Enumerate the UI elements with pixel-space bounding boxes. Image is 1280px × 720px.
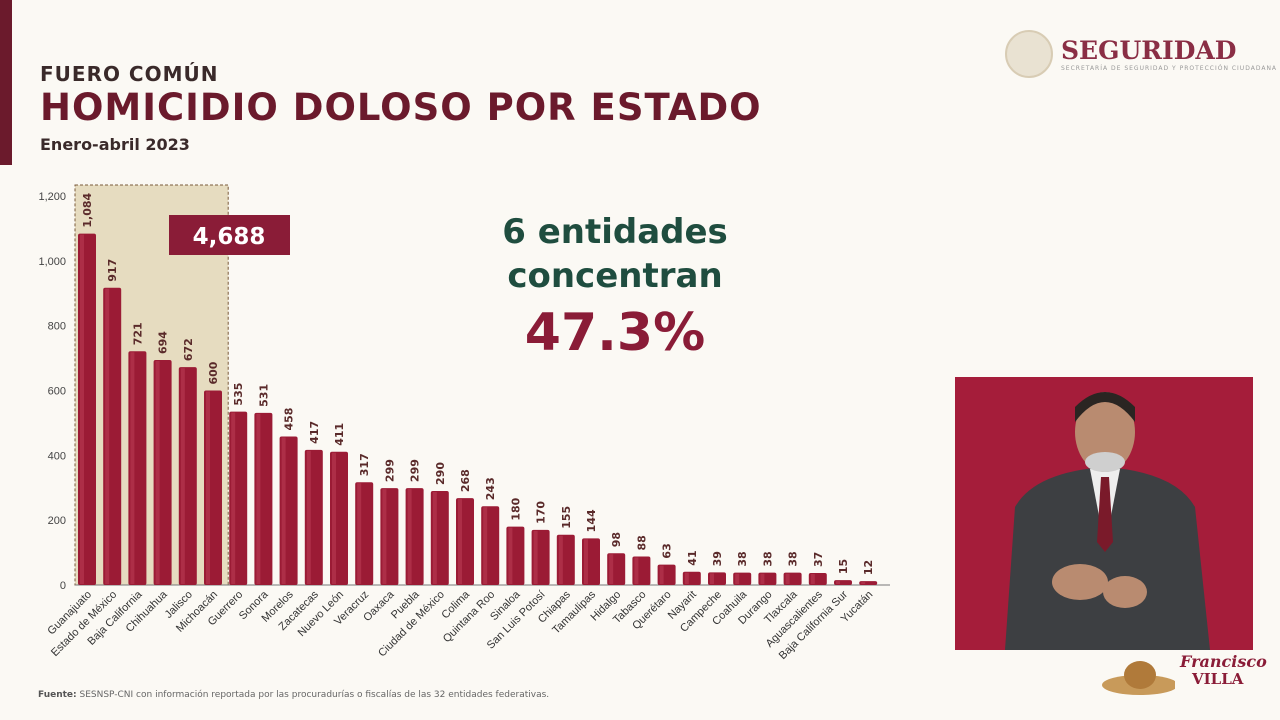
bar-shine [458, 499, 462, 584]
total-box [169, 215, 290, 255]
data-label: 39 [711, 551, 724, 566]
data-label: 63 [661, 543, 674, 558]
bar-shine [256, 413, 261, 584]
accent-bar [0, 0, 12, 165]
bar-shine [836, 581, 840, 584]
period: Enero-abril 2023 [40, 135, 190, 154]
bar-shine [332, 452, 336, 584]
francisco-villa-logo [1095, 650, 1265, 710]
bar-shine [180, 368, 185, 584]
bar-shine [357, 483, 362, 584]
total-label: 4,688 [193, 224, 266, 250]
bar-shine [584, 539, 588, 584]
y-tick-label: 800 [48, 321, 66, 333]
y-tick-label: 600 [48, 386, 66, 398]
bar-shine [508, 527, 513, 584]
data-label: 15 [837, 559, 850, 574]
bar-shine [533, 530, 538, 584]
data-label: 37 [812, 552, 825, 567]
callout-text: 6 entidades concentran [470, 210, 760, 298]
bar-shine [483, 507, 488, 584]
bar-shine [306, 450, 311, 584]
data-label: 268 [459, 469, 472, 492]
branding-line1: Francisco [1180, 652, 1267, 671]
y-tick-label: 200 [48, 515, 66, 527]
kicker: FUERO COMÚN [40, 62, 219, 86]
data-label: 531 [257, 384, 270, 407]
data-label: 38 [761, 551, 774, 566]
bar-shine [634, 557, 639, 584]
bar-shine [80, 234, 84, 584]
data-label: 600 [207, 361, 220, 384]
data-label: 88 [635, 535, 648, 550]
data-label: 694 [157, 331, 170, 354]
bar-shine [609, 554, 614, 584]
source-label: Fuente: [38, 690, 77, 700]
villa-hat-icon [1102, 661, 1178, 695]
bar-shine [407, 489, 412, 584]
logo-name: SEGURIDAD [1061, 36, 1237, 65]
y-tick-label: 0 [60, 580, 66, 592]
y-tick-label: 400 [48, 450, 66, 462]
data-label: 144 [585, 509, 598, 532]
seguridad-logo: SEGURIDAD SECRETARÍA DE SEGURIDAD Y PROT… [1005, 30, 1277, 78]
data-label: 38 [787, 551, 800, 566]
bar-shine [760, 573, 765, 584]
bar-shine [231, 412, 236, 584]
data-label: 458 [283, 408, 296, 431]
source-note: Fuente: SESNSP-CNI con información repor… [38, 690, 549, 700]
bar-shine [432, 491, 437, 584]
y-tick-label: 1,000 [38, 256, 66, 268]
callout-line1: 6 entidades [502, 212, 728, 252]
data-label: 180 [509, 497, 522, 520]
data-label: 41 [686, 550, 699, 565]
interpreter-figure [1005, 392, 1210, 650]
bar-shine [206, 391, 210, 584]
data-label: 1,084 [81, 192, 94, 227]
bar-shine [130, 352, 135, 584]
data-label: 98 [610, 532, 623, 547]
callout-line2: concentran [507, 256, 723, 296]
source-text: SESNSP-CNI con información reportada por… [76, 690, 550, 700]
bar-shine [558, 535, 563, 584]
bar-shine [735, 573, 740, 584]
data-label: 12 [862, 560, 875, 575]
data-label: 290 [434, 462, 447, 485]
page-title: HOMICIDIO DOLOSO POR ESTADO [40, 86, 762, 129]
data-label: 299 [409, 459, 422, 482]
bar-shine [281, 437, 286, 584]
bar [859, 581, 878, 585]
data-label: 917 [106, 259, 119, 282]
bar-shine [710, 573, 714, 584]
y-tick-label: 1,200 [38, 191, 66, 203]
bar-shine [810, 574, 815, 584]
data-label: 721 [131, 322, 144, 345]
data-label: 417 [308, 421, 321, 444]
data-label: 243 [484, 477, 497, 500]
branding-line2: VILLA [1192, 670, 1244, 688]
data-label: 411 [333, 423, 346, 446]
bar-shine [785, 573, 790, 584]
data-label: 299 [383, 459, 396, 482]
data-label: 535 [232, 383, 245, 406]
data-label: 317 [358, 453, 371, 476]
data-label: 672 [182, 338, 195, 361]
bar-shine [105, 288, 110, 584]
bar-shine [659, 565, 664, 584]
callout-percent: 47.3% [524, 303, 706, 363]
logo-subtitle: SECRETARÍA DE SEGURIDAD Y PROTECCIÓN CIU… [1061, 65, 1278, 72]
sign-language-interpreter-video [955, 377, 1253, 650]
bar-shine [684, 572, 689, 584]
bar-shine [155, 361, 160, 584]
bar-shine [861, 582, 866, 584]
bar-shine [382, 489, 387, 584]
data-label: 38 [736, 551, 749, 566]
data-label: 155 [560, 506, 573, 529]
data-label: 170 [535, 501, 548, 524]
seal-icon [1005, 30, 1053, 78]
